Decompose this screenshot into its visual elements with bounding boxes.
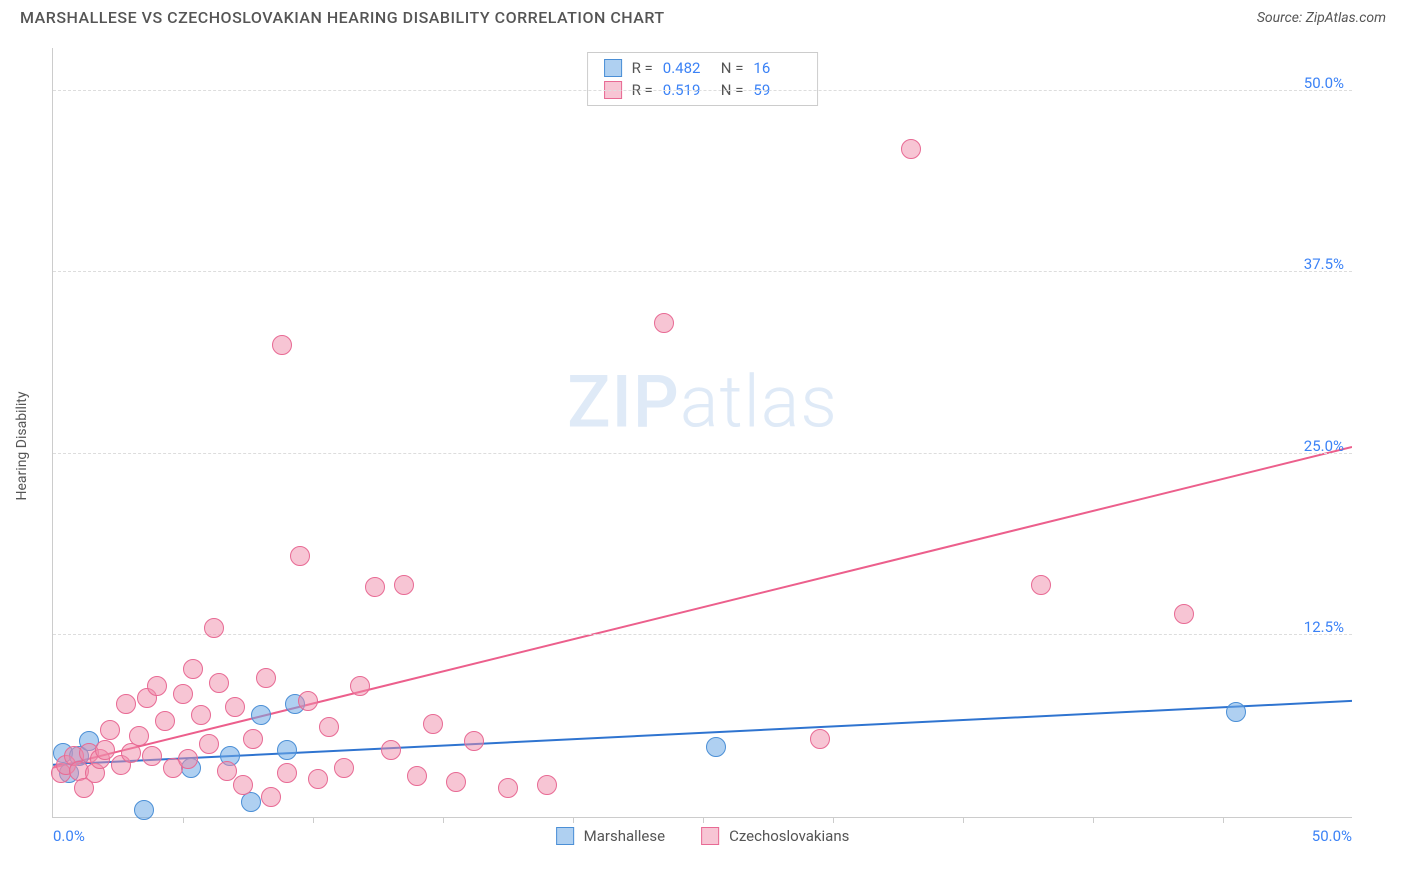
data-point-czechoslovakians (334, 758, 354, 778)
data-point-czechoslovakians (173, 684, 193, 704)
data-point-czechoslovakians (209, 673, 229, 693)
legend-item-czechoslovakians: Czechoslovakians (701, 827, 849, 845)
data-point-czechoslovakians (381, 740, 401, 760)
data-point-czechoslovakians (243, 729, 263, 749)
grid-line (53, 453, 1352, 454)
data-point-marshallese (277, 740, 297, 760)
legend-label: Marshallese (584, 827, 665, 845)
y-tick-label: 50.0% (1304, 74, 1344, 92)
x-tick (963, 817, 964, 823)
trend-line-czechoslovakians (53, 447, 1352, 768)
data-point-czechoslovakians (142, 746, 162, 766)
chart-header: MARSHALLESE VS CZECHOSLOVAKIAN HEARING D… (0, 0, 1406, 31)
data-point-czechoslovakians (204, 618, 224, 638)
y-tick-label: 12.5% (1304, 618, 1344, 636)
n-label: N = (721, 59, 744, 77)
stats-legend-box: R =0.482N =16R =0.519N =59 (587, 52, 819, 106)
data-point-czechoslovakians (901, 139, 921, 159)
data-point-czechoslovakians (319, 717, 339, 737)
legend-swatch-czechoslovakians (701, 827, 719, 845)
data-point-czechoslovakians (446, 772, 466, 792)
chart-title: MARSHALLESE VS CZECHOSLOVAKIAN HEARING D… (20, 8, 665, 27)
data-point-czechoslovakians (199, 734, 219, 754)
legend-label: Czechoslovakians (729, 827, 849, 845)
data-point-czechoslovakians (225, 697, 245, 717)
data-point-czechoslovakians (272, 335, 292, 355)
data-point-czechoslovakians (277, 763, 297, 783)
grid-line (53, 634, 1352, 635)
data-point-czechoslovakians (147, 676, 167, 696)
data-point-czechoslovakians (498, 778, 518, 798)
data-point-czechoslovakians (464, 731, 484, 751)
n-value: 16 (753, 59, 801, 77)
r-value: 0.482 (663, 59, 711, 77)
legend-item-marshallese: Marshallese (556, 827, 665, 845)
data-point-czechoslovakians (423, 714, 443, 734)
chart-plot-area: ZIPatlas R =0.482N =16R =0.519N =59 Mars… (52, 48, 1352, 818)
data-point-czechoslovakians (654, 313, 674, 333)
x-tick (1223, 817, 1224, 823)
y-tick-label: 25.0% (1304, 437, 1344, 455)
x-axis-min-label: 0.0% (53, 827, 85, 845)
data-point-czechoslovakians (407, 766, 427, 786)
legend-swatch-marshallese (556, 827, 574, 845)
grid-line (53, 271, 1352, 272)
r-label: R = (632, 59, 653, 77)
x-tick (183, 817, 184, 823)
source-attribution: Source: ZipAtlas.com (1257, 10, 1386, 26)
x-tick (443, 817, 444, 823)
data-point-czechoslovakians (810, 729, 830, 749)
data-point-marshallese (706, 737, 726, 757)
data-point-marshallese (1226, 702, 1246, 722)
data-point-czechoslovakians (121, 743, 141, 763)
data-point-czechoslovakians (1031, 575, 1051, 595)
x-tick (573, 817, 574, 823)
data-point-czechoslovakians (290, 546, 310, 566)
y-tick-label: 37.5% (1304, 255, 1344, 273)
data-point-czechoslovakians (1174, 604, 1194, 624)
grid-line (53, 90, 1352, 91)
data-point-czechoslovakians (155, 711, 175, 731)
data-point-czechoslovakians (233, 775, 253, 795)
y-axis-label: Hearing Disability (14, 392, 30, 501)
trend-lines (53, 48, 1352, 817)
data-point-czechoslovakians (261, 787, 281, 807)
data-point-czechoslovakians (183, 659, 203, 679)
data-point-marshallese (241, 792, 261, 812)
x-tick (313, 817, 314, 823)
data-point-czechoslovakians (308, 769, 328, 789)
data-point-czechoslovakians (394, 575, 414, 595)
data-point-czechoslovakians (256, 668, 276, 688)
data-point-czechoslovakians (537, 775, 557, 795)
data-point-czechoslovakians (217, 761, 237, 781)
stats-row-marshallese: R = 0.482 N = 16 (604, 57, 802, 79)
data-point-czechoslovakians (116, 694, 136, 714)
data-point-czechoslovakians (178, 749, 198, 769)
data-point-czechoslovakians (350, 676, 370, 696)
data-point-czechoslovakians (191, 705, 211, 725)
x-axis-max-label: 50.0% (1312, 827, 1352, 845)
data-point-czechoslovakians (129, 726, 149, 746)
x-tick (833, 817, 834, 823)
watermark: ZIPatlas (567, 359, 838, 444)
data-point-czechoslovakians (298, 691, 318, 711)
series-legend: Marshallese Czechoslovakians (556, 827, 850, 845)
x-tick (703, 817, 704, 823)
data-point-czechoslovakians (100, 720, 120, 740)
data-point-czechoslovakians (365, 577, 385, 597)
data-point-czechoslovakians (95, 740, 115, 760)
swatch-marshallese (604, 59, 622, 77)
data-point-marshallese (134, 800, 154, 820)
data-point-marshallese (251, 705, 271, 725)
x-tick (1093, 817, 1094, 823)
